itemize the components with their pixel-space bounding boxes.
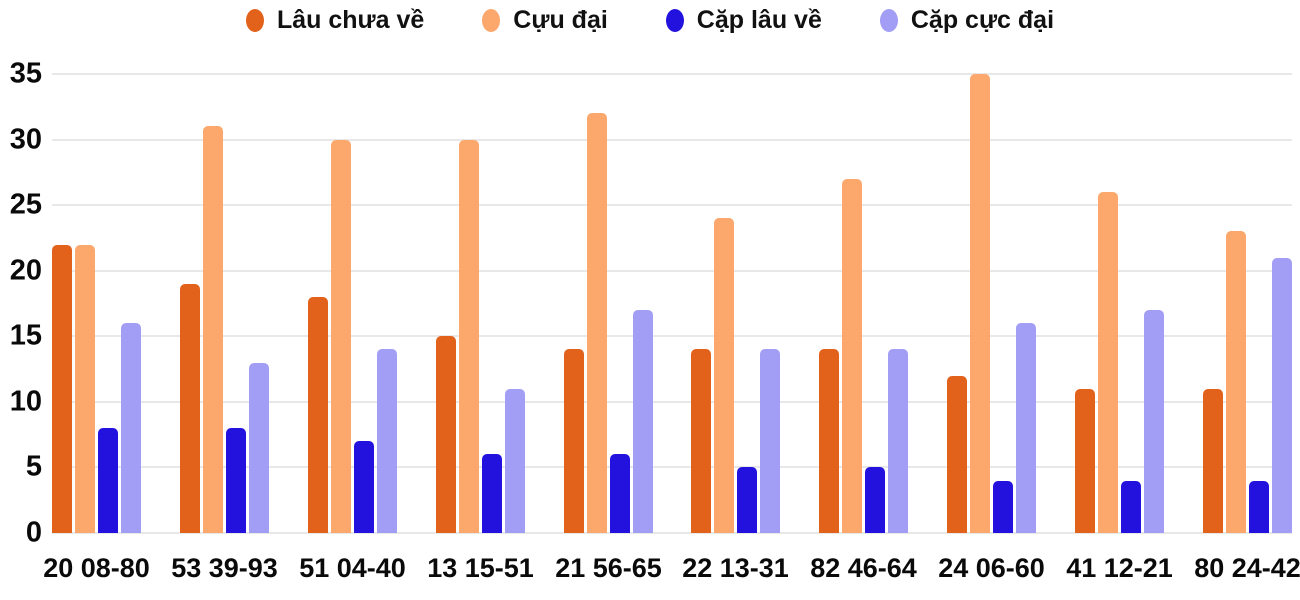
bar	[819, 349, 840, 533]
bar	[330, 139, 351, 533]
bar	[888, 349, 909, 533]
bar	[353, 441, 374, 533]
y-tick-label: 20	[9, 254, 42, 287]
legend-label: Cặp cực đại	[910, 6, 1055, 34]
bar-group	[1075, 74, 1164, 533]
x-tick-label: 13 15-51	[427, 553, 534, 583]
bar	[458, 139, 479, 533]
bar	[947, 375, 968, 533]
bar	[1144, 310, 1164, 533]
y-tick-label: 10	[9, 385, 42, 418]
x-tick-label: 22 13-31	[682, 553, 789, 583]
gridline	[52, 400, 1292, 403]
bar	[179, 283, 200, 533]
legend-item[interactable]: Cặp cực đại	[879, 6, 1055, 35]
x-tick-label: 51 04-40	[299, 553, 406, 583]
legend-marker-icon	[482, 9, 501, 32]
legend-marker-icon	[665, 9, 684, 32]
bar-group	[947, 74, 1037, 533]
bar	[970, 74, 991, 533]
bar	[1075, 388, 1095, 533]
gridline	[52, 335, 1292, 338]
bar	[504, 388, 525, 533]
bar	[609, 454, 630, 533]
y-axis: 0 5 10 15 20 25 30 35	[0, 59, 42, 547]
legend-label: Lâu chưa về	[276, 6, 425, 34]
legend-label: Cặp lâu về	[696, 6, 822, 34]
x-tick-label: 21 56-65	[555, 553, 662, 583]
bar-group	[52, 74, 141, 533]
bar	[1248, 480, 1269, 533]
x-tick-label: 82 46-64	[810, 553, 917, 583]
y-tick-label: 25	[9, 188, 42, 221]
bar	[1098, 192, 1118, 533]
bar	[481, 454, 502, 533]
bar	[760, 349, 781, 533]
gridline	[52, 532, 1292, 534]
bar-group	[1202, 74, 1292, 533]
legend-label: Cựu đại	[513, 6, 608, 34]
legend-item[interactable]: Cặp lâu về	[665, 6, 822, 35]
x-tick-label: 24 06-60	[938, 553, 1045, 583]
gridline	[52, 269, 1292, 272]
gridline	[52, 73, 1292, 75]
bar	[586, 113, 607, 533]
bar	[691, 349, 712, 533]
bar-group	[563, 74, 653, 533]
plot-area	[52, 73, 1292, 534]
gridline	[52, 138, 1292, 141]
bar	[993, 480, 1014, 533]
bar	[1121, 480, 1141, 533]
x-tick-label: 41 12-21	[1066, 553, 1173, 583]
x-tick-label: 80 24-42	[1194, 553, 1300, 583]
bar	[865, 467, 886, 533]
bar	[202, 126, 223, 533]
bar-group	[691, 74, 781, 533]
y-tick-label: 35	[9, 57, 42, 90]
bar	[842, 178, 863, 533]
bar	[98, 428, 118, 533]
legend-marker-icon	[879, 9, 898, 32]
bar	[563, 349, 584, 533]
bar	[52, 244, 72, 533]
bar	[248, 362, 269, 533]
bar	[737, 467, 758, 533]
chart-legend: Lâu chưa về Cựu đại Cặp lâu về Cặp cực đại	[0, 6, 1300, 35]
bar	[1202, 388, 1223, 533]
gridline	[52, 466, 1292, 469]
bar-group	[819, 74, 909, 533]
y-tick-label: 30	[9, 123, 42, 156]
x-axis: 20 08-80 53 39-93 51 04-40 13 15-51 21 56-65…	[43, 552, 1300, 592]
bar	[376, 349, 397, 533]
bar	[1271, 257, 1292, 533]
x-tick-label: 53 39-93	[171, 553, 278, 583]
gridline	[52, 204, 1292, 207]
y-tick-label: 15	[9, 319, 42, 352]
bar	[714, 218, 735, 533]
bar	[225, 428, 246, 533]
bar	[435, 336, 456, 533]
legend-item[interactable]: Cựu đại	[482, 6, 608, 35]
y-tick-label: 5	[25, 450, 42, 483]
bar-group	[179, 74, 269, 533]
bar	[632, 310, 653, 533]
bar	[1225, 231, 1246, 533]
x-tick-label: 20 08-80	[43, 553, 150, 583]
bar-group	[435, 74, 525, 533]
bar	[75, 244, 95, 533]
bar	[1016, 323, 1037, 533]
bar	[307, 296, 328, 533]
y-tick-label: 0	[25, 516, 42, 549]
bar-group	[307, 74, 397, 533]
legend-marker-icon	[245, 9, 264, 32]
bar	[121, 323, 141, 533]
legend-item[interactable]: Lâu chưa về	[245, 6, 425, 35]
bar-groups	[52, 74, 1292, 533]
